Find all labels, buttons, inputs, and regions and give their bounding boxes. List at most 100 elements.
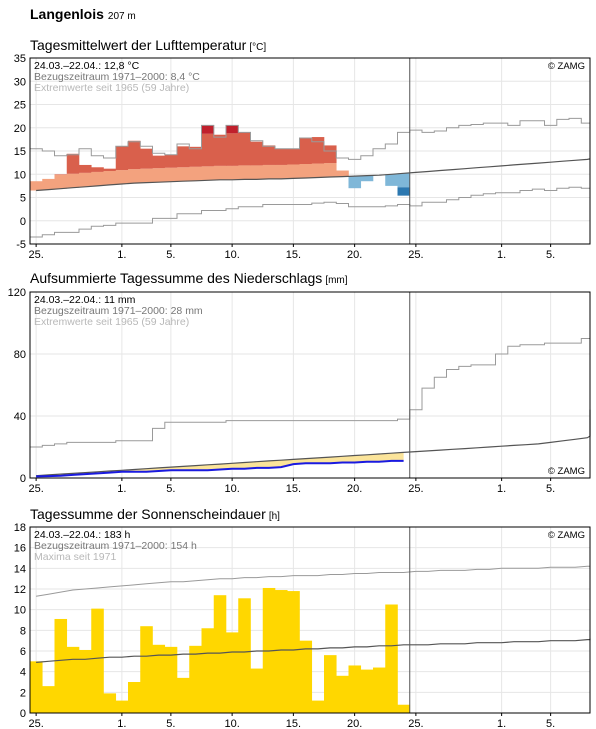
sunshine-unit: [h] xyxy=(268,511,280,522)
temp-anomaly-bar xyxy=(128,169,141,184)
temp-anomaly-bar xyxy=(201,125,215,134)
temp-xtick-label: 25. xyxy=(28,249,43,261)
temp-anomaly-bar xyxy=(213,134,227,166)
sun-ytick-label: 0 xyxy=(20,708,26,720)
temp-anomaly-bar xyxy=(324,145,337,164)
temp-anomaly-bar xyxy=(91,167,104,172)
temp-anomaly-bar xyxy=(324,163,337,178)
station-header: Langenlois 207 m xyxy=(30,6,136,22)
temp-anomaly-bar xyxy=(91,171,104,186)
temp-min-extreme-line xyxy=(30,185,591,238)
sun-bar xyxy=(213,595,227,713)
precip-xtick-label: 5. xyxy=(546,483,555,495)
precipitation-title-text: Aufsummierte Tagessumme des Niederschlag… xyxy=(30,270,323,286)
sun-bar xyxy=(226,632,239,713)
precip-ytick-label: 40 xyxy=(14,411,26,423)
temp-anomaly-bar xyxy=(262,164,276,179)
temperature-title-text: Tagesmittelwert der Lufttemperatur xyxy=(30,37,247,53)
temp-anomaly-bar xyxy=(385,174,398,186)
temp-anomaly-bar xyxy=(250,141,264,166)
sun-bar xyxy=(30,661,43,713)
precipitation-unit: [mm] xyxy=(325,275,348,286)
temp-anomaly-bar xyxy=(140,148,153,169)
temp-anomaly-bar xyxy=(238,132,251,166)
precip-xtick-label: 15. xyxy=(286,483,301,495)
temp-xtick-label: 1. xyxy=(497,249,506,261)
precip-xtick-label: 5. xyxy=(166,483,175,495)
temp-anomaly-bar xyxy=(189,146,202,167)
temp-ytick-label: 10 xyxy=(14,169,26,181)
temp-legend-line: Bezugszeitraum 1971–2000: 8,4 °C xyxy=(34,71,200,83)
sun-bar xyxy=(373,667,386,713)
sun-bar xyxy=(91,608,104,713)
sun-bar xyxy=(152,644,166,713)
station-name: Langenlois xyxy=(30,6,104,22)
sun-maxima-line xyxy=(36,565,590,597)
sun-ytick-label: 12 xyxy=(14,584,26,596)
precipitation-chart-title: Aufsummierte Tagessumme des Niederschlag… xyxy=(30,270,348,286)
precip-legend-line: Extremwerte seit 1965 (59 Jahre) xyxy=(34,316,189,328)
precip-xtick-label: 25. xyxy=(28,483,43,495)
temp-ytick-label: 20 xyxy=(14,123,26,135)
temperature-unit: [°C] xyxy=(249,42,267,53)
temp-anomaly-bar xyxy=(66,173,80,188)
temp-normal-line xyxy=(36,158,591,192)
temp-anomaly-bar xyxy=(238,165,251,180)
temp-xtick-label: 20. xyxy=(347,249,362,261)
sun-legend-line: Maxima seit 1971 xyxy=(34,551,116,563)
sunshine-chart-title: Tagessumme der Sonnenscheindauer [h] xyxy=(30,506,280,522)
temp-anomaly-bar xyxy=(287,148,300,165)
temp-anomaly-bar xyxy=(164,154,178,168)
sun-credit: © ZAMG xyxy=(548,530,585,541)
sun-bar xyxy=(397,704,411,713)
temp-anomaly-bar xyxy=(348,176,362,189)
precip-legend-line: Bezugszeitraum 1971–2000: 28 mm xyxy=(34,305,203,317)
temp-ytick-label: 5 xyxy=(20,193,26,205)
temp-legend-line: Extremwerte seit 1965 (59 Jahre) xyxy=(34,82,189,94)
temp-anomaly-bar xyxy=(30,181,43,191)
sun-bar xyxy=(177,677,190,713)
sun-plot-frame xyxy=(29,526,591,714)
temp-legend-line: 24.03.–22.04.: 12,8 °C xyxy=(34,60,140,72)
temp-xtick-label: 5. xyxy=(546,249,555,261)
temp-anomaly-bar xyxy=(336,170,349,177)
sun-bar xyxy=(115,700,129,713)
temp-anomaly-bar xyxy=(152,155,166,169)
sun-ytick-label: 8 xyxy=(20,625,26,637)
sun-xtick-label: 25. xyxy=(408,718,423,729)
precip-plot-frame xyxy=(29,291,591,479)
sun-bar xyxy=(164,646,178,713)
precip-xtick-label: 20. xyxy=(347,483,362,495)
temp-anomaly-bar xyxy=(299,137,313,165)
sun-ytick-label: 14 xyxy=(14,563,26,575)
temp-ytick-label: 15 xyxy=(14,146,26,158)
sun-ytick-label: 10 xyxy=(14,605,26,617)
precip-ytick-label: 80 xyxy=(14,349,26,361)
sun-xtick-label: 15. xyxy=(286,718,301,729)
temp-anomaly-bar xyxy=(103,168,117,171)
precip-ytick-label: 120 xyxy=(8,287,26,299)
sun-normal-line xyxy=(36,638,591,663)
temp-anomaly-bar xyxy=(152,168,166,183)
precip-xtick-label: 1. xyxy=(497,483,506,495)
temp-anomaly-bar xyxy=(213,165,227,180)
sun-bar xyxy=(201,628,215,713)
sun-legend-line: 24.03.–22.04.: 183 h xyxy=(34,529,130,541)
temp-anomaly-bar xyxy=(226,165,239,180)
precip-observed-line xyxy=(36,459,404,478)
station-elevation: 207 m xyxy=(107,11,136,22)
temp-anomaly-bar xyxy=(226,125,239,134)
sun-xtick-label: 25. xyxy=(28,718,43,729)
temp-anomaly-bar xyxy=(250,165,264,180)
temp-anomaly-bar xyxy=(164,167,178,182)
temp-anomaly-bar xyxy=(79,172,92,187)
sun-bar xyxy=(42,686,55,713)
temp-anomaly-bar xyxy=(311,137,325,164)
sun-xtick-label: 5. xyxy=(546,718,555,729)
temp-anomaly-bar xyxy=(115,170,129,185)
temp-xtick-label: 25. xyxy=(408,249,423,261)
temp-anomaly-bar xyxy=(397,187,411,196)
temp-anomaly-bar xyxy=(360,175,374,182)
sun-bar xyxy=(66,646,80,713)
sun-bar xyxy=(324,655,337,713)
